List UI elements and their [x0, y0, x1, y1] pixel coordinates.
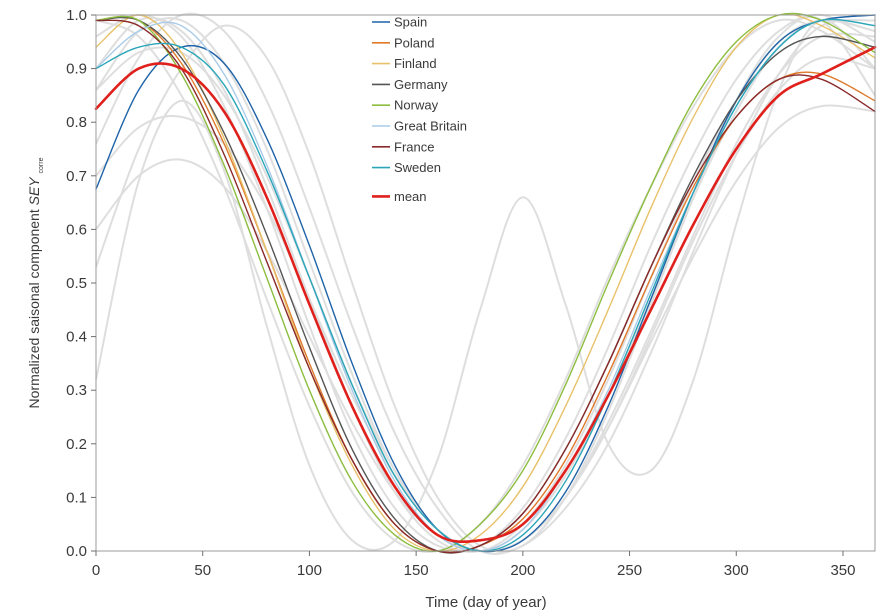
x-tick-label: 150 [404, 562, 429, 579]
y-tick-label: 0.0 [66, 543, 87, 560]
series-line-france [95, 19, 876, 554]
y-tick-label: 0.2 [66, 436, 87, 453]
y-tick-label: 1.0 [66, 7, 87, 24]
y-tick-label: 0.7 [66, 168, 87, 185]
y-axis-label-symbol: SEY [26, 176, 42, 206]
y-axis-label: Normalized saisonal component SEY corre [26, 157, 45, 408]
legend: Spain Poland Finland Germany Norway Great Bri… [372, 15, 467, 204]
x-tick-label: 250 [617, 562, 642, 579]
y-axis-label-subscript: corre [38, 157, 45, 173]
x-tick-label: 100 [297, 562, 322, 579]
legend-label-norway: Norway [394, 98, 439, 113]
y-tick-label: 0.9 [66, 61, 87, 78]
series-line-mean [94, 45, 877, 544]
x-axis-label: Time (day of year) [425, 594, 546, 611]
series-line-norway [95, 12, 876, 552]
background-series-line [95, 19, 876, 551]
y-tick-label: 0.3 [66, 382, 87, 399]
legend-label-germany: Germany [394, 77, 448, 92]
series-line-finland [95, 13, 876, 552]
x-axis-ticks: 0 50 100 150 200 250 300 350 [92, 551, 856, 579]
x-tick-label: 50 [194, 562, 211, 579]
legend-label-sweden: Sweden [394, 160, 441, 175]
legend-label-spain: Spain [394, 15, 427, 30]
y-tick-label: 0.1 [66, 489, 87, 506]
x-tick-label: 350 [830, 562, 855, 579]
y-tick-label: 0.5 [66, 275, 87, 292]
y-tick-label: 0.6 [66, 221, 87, 238]
legend-label-finland: Finland [394, 56, 437, 71]
x-tick-label: 200 [510, 562, 535, 579]
legend-label-mean: mean [394, 189, 427, 204]
legend-label-poland: Poland [394, 35, 434, 50]
x-tick-label: 0 [92, 562, 100, 579]
x-tick-label: 300 [724, 562, 749, 579]
legend-label-great-britain: Great Britain [394, 119, 467, 134]
y-axis-label-main: Normalized saisonal component [26, 205, 42, 408]
legend-label-france: France [394, 139, 434, 154]
y-tick-label: 0.8 [66, 114, 87, 131]
y-axis-ticks: 0.0 0.1 0.2 0.3 0.4 0.5 0.6 0.7 0.8 0.9 1.0 [66, 7, 96, 560]
y-tick-label: 0.4 [66, 329, 87, 346]
